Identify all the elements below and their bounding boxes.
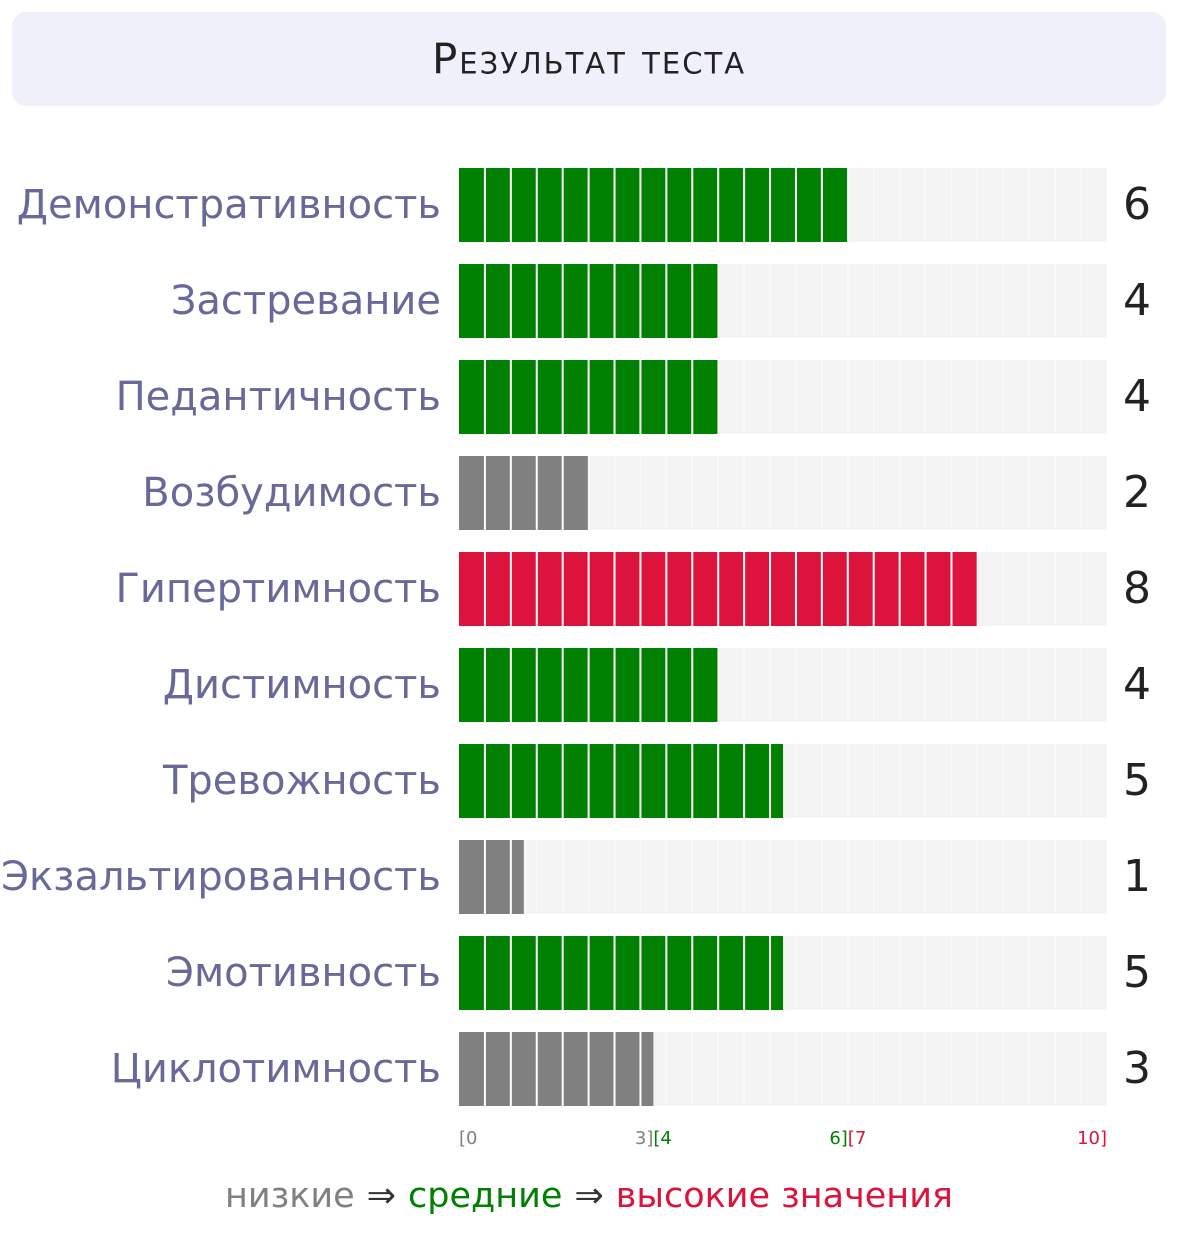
category-label: Гипертимность xyxy=(115,566,441,612)
bar xyxy=(459,456,589,530)
header xyxy=(12,12,1166,106)
value-label: 4 xyxy=(1123,371,1151,422)
axis-label: 3] xyxy=(635,1128,653,1149)
axis-label: 6] xyxy=(829,1128,847,1149)
legend: низкие ⇒ средние ⇒ высокие значения xyxy=(225,1176,953,1216)
category-label: Дистимность xyxy=(163,662,441,708)
chart-title: Результат теста xyxy=(432,35,746,84)
category-label: Тревожность xyxy=(162,758,441,804)
value-label: 5 xyxy=(1123,947,1151,998)
category-label: Экзальтированность xyxy=(1,854,441,900)
value-label: 1 xyxy=(1123,851,1151,902)
axis-label: [0 xyxy=(459,1128,477,1149)
category-label: Возбудимость xyxy=(142,470,441,516)
axis-label: [4 xyxy=(653,1128,671,1149)
legend-separator: ⇒ xyxy=(367,1176,396,1216)
value-label: 5 xyxy=(1123,755,1151,806)
category-label: Циклотимность xyxy=(111,1046,441,1092)
value-label: 8 xyxy=(1123,563,1151,614)
bar xyxy=(459,744,783,818)
value-label: 2 xyxy=(1123,467,1151,518)
bar-track xyxy=(459,840,1107,914)
category-label: Демонстративность xyxy=(17,182,441,228)
bar xyxy=(459,168,848,242)
category-label: Застревание xyxy=(171,278,441,324)
value-label: 4 xyxy=(1123,659,1151,710)
axis-label: 10] xyxy=(1077,1128,1107,1149)
bar xyxy=(459,1032,654,1106)
bar xyxy=(459,936,783,1010)
legend-entry: низкие xyxy=(225,1176,355,1216)
axis-label: [7 xyxy=(848,1128,866,1149)
bar xyxy=(459,840,524,914)
value-label: 4 xyxy=(1123,275,1151,326)
legend-entry: высокие значения xyxy=(616,1176,953,1216)
value-label: 3 xyxy=(1123,1043,1151,1094)
value-label: 6 xyxy=(1123,179,1151,230)
category-label: Педантичность xyxy=(116,374,441,420)
category-label: Эмотивность xyxy=(166,950,441,996)
legend-separator: ⇒ xyxy=(574,1176,603,1216)
legend-entry: средние xyxy=(408,1176,562,1216)
